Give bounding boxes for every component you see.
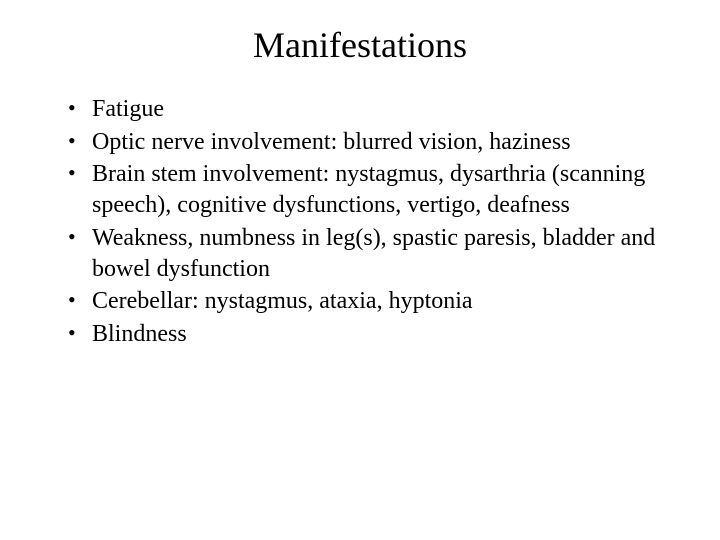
bullet-list: Fatigue Optic nerve involvement: blurred…	[40, 94, 680, 350]
list-item: Fatigue	[68, 94, 680, 125]
list-item: Blindness	[68, 319, 680, 350]
list-item: Cerebellar: nystagmus, ataxia, hyptonia	[68, 286, 680, 317]
list-item: Brain stem involvement: nystagmus, dysar…	[68, 159, 680, 220]
list-item: Weakness, numbness in leg(s), spastic pa…	[68, 223, 680, 284]
list-item: Optic nerve involvement: blurred vision,…	[68, 127, 680, 158]
slide-title: Manifestations	[40, 24, 680, 66]
